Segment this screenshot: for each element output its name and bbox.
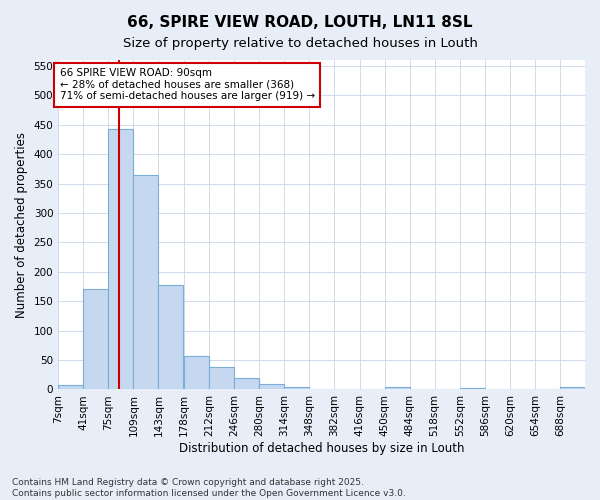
Text: Size of property relative to detached houses in Louth: Size of property relative to detached ho… (122, 38, 478, 51)
Bar (234, 378, 259, 390)
Bar (259, 384, 284, 390)
Bar (184, 356, 209, 390)
Text: 66 SPIRE VIEW ROAD: 90sqm
← 28% of detached houses are smaller (368)
71% of semi: 66 SPIRE VIEW ROAD: 90sqm ← 28% of detac… (59, 68, 315, 102)
Y-axis label: Number of detached properties: Number of detached properties (15, 132, 28, 318)
Bar (158, 284, 184, 390)
Bar (133, 174, 158, 390)
X-axis label: Distribution of detached houses by size in Louth: Distribution of detached houses by size … (179, 442, 464, 455)
Bar (209, 366, 234, 390)
Bar (460, 388, 485, 390)
Bar (284, 386, 310, 390)
Bar (58, 385, 83, 390)
Text: 66, SPIRE VIEW ROAD, LOUTH, LN11 8SL: 66, SPIRE VIEW ROAD, LOUTH, LN11 8SL (127, 15, 473, 30)
Bar (83, 290, 108, 390)
Bar (560, 387, 585, 390)
Bar (385, 387, 410, 390)
Text: Contains HM Land Registry data © Crown copyright and database right 2025.
Contai: Contains HM Land Registry data © Crown c… (12, 478, 406, 498)
Bar (108, 129, 133, 390)
